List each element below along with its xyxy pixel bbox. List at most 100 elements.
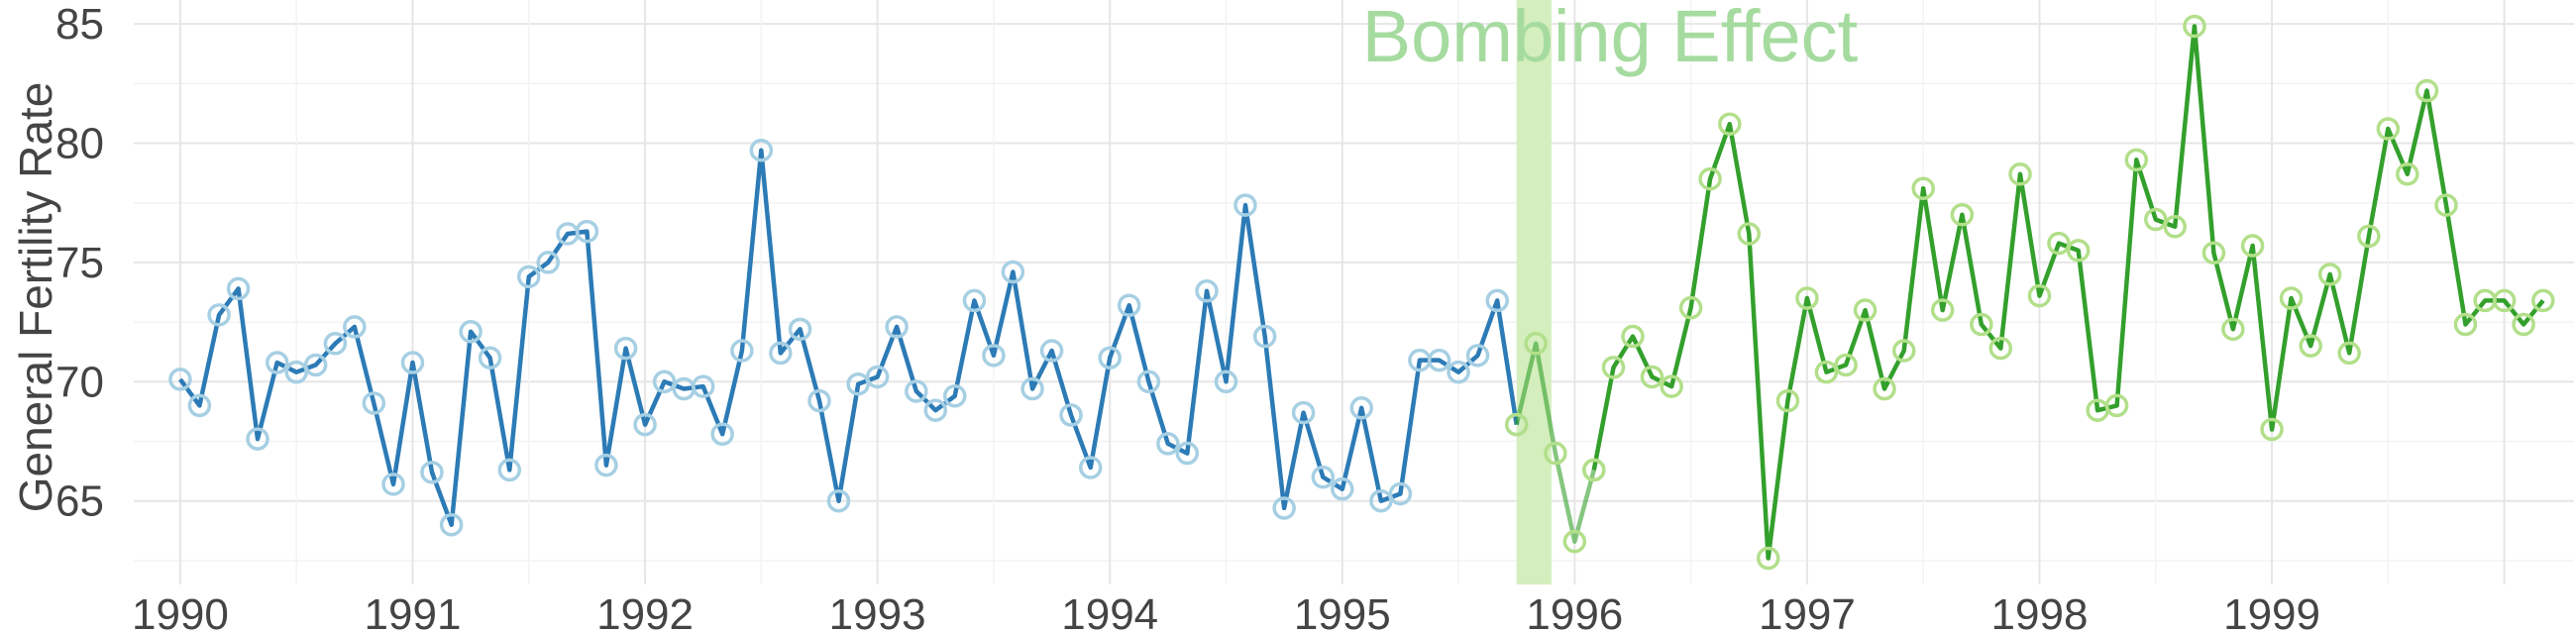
y-tick-label: 80	[55, 119, 104, 167]
data-point-pre	[207, 303, 231, 327]
data-point-pre	[1136, 370, 1161, 394]
data-point-post	[1891, 339, 1916, 363]
data-point-pre	[497, 458, 522, 482]
data-point-post	[2531, 288, 2555, 313]
data-point-post	[1718, 112, 1742, 136]
y-tick-label: 85	[55, 0, 104, 49]
data-point-post	[2512, 312, 2535, 337]
data-point-pre	[962, 288, 987, 313]
data-point-post	[1930, 298, 1955, 322]
data-point-post	[1814, 360, 1839, 384]
data-point-pre	[246, 427, 269, 451]
data-point-post	[1873, 376, 1896, 401]
data-point-pre	[730, 339, 754, 363]
data-point-pre	[575, 219, 599, 244]
series-markers	[168, 14, 2555, 571]
data-point-pre	[1369, 488, 1393, 513]
data-point-post	[1950, 202, 1975, 227]
data-point-pre	[1020, 376, 1044, 401]
data-point-pre	[1156, 432, 1180, 456]
data-point-post	[1834, 353, 1858, 377]
data-point-post	[2317, 263, 2342, 286]
data-point-pre	[982, 344, 1006, 368]
data-point-post	[1853, 298, 1878, 322]
data-point-pre	[905, 379, 928, 403]
x-tick-label: 1999	[2223, 590, 2320, 634]
data-point-post	[1621, 324, 1645, 349]
x-tick-label: 1991	[365, 590, 462, 634]
data-point-post	[2144, 207, 2168, 232]
x-tick-label: 1997	[1759, 590, 1856, 634]
x-tick-label: 1994	[1061, 590, 1158, 634]
data-point-pre	[1331, 476, 1354, 501]
data-point-pre	[168, 368, 192, 391]
data-point-transition	[1524, 332, 1548, 356]
data-point-pre	[536, 251, 560, 274]
data-point-pre	[517, 264, 541, 289]
bombing-effect-band	[1516, 0, 1552, 584]
data-point-pre	[1001, 260, 1025, 284]
series-line-post	[1591, 24, 2545, 561]
data-point-pre	[1252, 324, 1277, 349]
series-lines	[178, 24, 2545, 561]
data-point-pre	[284, 360, 308, 384]
data-point-pre	[265, 351, 289, 374]
data-point-pre	[1388, 481, 1413, 506]
data-point-pre	[1465, 344, 1490, 368]
data-point-pre	[923, 398, 948, 422]
data-point-pre	[187, 393, 212, 418]
data-point-pre	[1175, 441, 1200, 466]
data-point-post	[2299, 334, 2322, 358]
data-point-post	[2124, 148, 2149, 172]
data-point-transition	[1544, 441, 1567, 466]
data-point-post	[2396, 162, 2419, 186]
data-point-post	[1737, 222, 1762, 246]
data-point-pre	[942, 384, 967, 408]
data-point-post	[2453, 312, 2478, 337]
data-point-pre	[1291, 400, 1316, 425]
data-point-post	[1660, 374, 1683, 398]
data-point-post	[2183, 14, 2206, 39]
y-tick-label: 70	[55, 358, 104, 406]
data-point-pre	[226, 276, 251, 301]
x-tick-labels: 1990 1991 1992 1993 1994 1995 1996 1997 1998 1999	[132, 590, 2320, 634]
data-point-pre	[439, 513, 464, 537]
data-point-pre	[400, 351, 425, 374]
data-point-pre	[1349, 396, 1373, 420]
data-point-post	[2260, 417, 2284, 442]
y-tick-labels: 65 70 75 80 85	[55, 0, 104, 526]
x-tick-label: 1996	[1526, 590, 1623, 634]
data-point-pre	[1059, 403, 1083, 427]
data-point-post	[1582, 458, 1606, 482]
data-point-pre	[691, 374, 715, 398]
data-point-post	[1640, 365, 1664, 389]
data-point-pre	[749, 138, 774, 162]
y-tick-label: 75	[55, 239, 104, 287]
data-point-pre	[1195, 279, 1219, 303]
data-point-post	[1988, 336, 2013, 361]
data-point-pre	[633, 412, 657, 437]
data-point-post	[2104, 393, 2129, 418]
data-point-post	[1795, 286, 1819, 310]
data-point-pre	[1078, 456, 1103, 479]
data-point-post	[1698, 166, 1722, 191]
data-point-pre	[846, 371, 870, 396]
x-tick-label: 1992	[596, 590, 694, 634]
series-line-transition	[1514, 341, 1596, 544]
data-point-pre	[1214, 370, 1238, 394]
data-point-pre	[594, 453, 618, 477]
data-point-pre	[788, 317, 812, 342]
grid-lines	[134, 0, 2574, 584]
data-point-pre	[1272, 496, 1296, 520]
data-point-post	[2163, 215, 2187, 239]
data-point-pre	[1311, 465, 1336, 489]
x-tick-label: 1993	[829, 590, 926, 634]
data-point-post	[2047, 231, 2071, 256]
x-tick-label: 1990	[132, 590, 229, 634]
data-point-pre	[478, 346, 502, 370]
data-point-pre	[323, 332, 348, 356]
data-point-pre	[865, 365, 890, 389]
data-point-post	[2434, 193, 2458, 217]
y-axis-title: General Fertility Rate	[10, 82, 61, 513]
